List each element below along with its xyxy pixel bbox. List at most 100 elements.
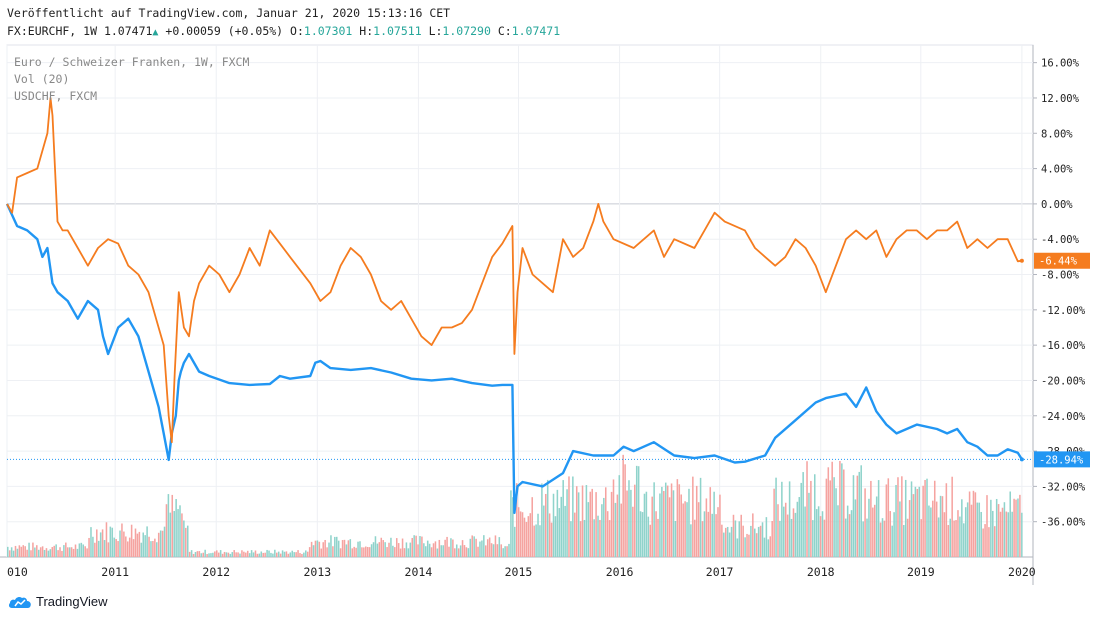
volume-bar — [641, 512, 644, 557]
volume-bar — [777, 504, 779, 557]
volume-bar — [328, 542, 330, 557]
eurchf-line[interactable] — [5, 203, 1023, 515]
volume-bar — [366, 546, 369, 557]
y-tick-label: -20.00% — [1041, 375, 1086, 387]
volume-bar — [517, 507, 520, 557]
volume-bar — [914, 486, 917, 557]
volume-bar — [744, 537, 746, 557]
volume-bar — [988, 527, 990, 557]
volume-bar — [829, 480, 832, 557]
volume-bar — [877, 480, 880, 557]
volume-bar — [711, 513, 713, 557]
volume-bar — [661, 486, 663, 557]
series-lines[interactable] — [5, 97, 1033, 515]
volume-bar — [703, 511, 706, 557]
volume-bar — [386, 547, 388, 557]
x-axis[interactable]: 010 2011 2012 2013 2014 2015 2016 2017 2018 2019 2… — [7, 565, 1036, 579]
legend-volume[interactable]: Vol (20) — [14, 72, 69, 86]
volume-bar — [732, 514, 735, 557]
volume-bar — [676, 479, 679, 557]
volume-bar — [157, 532, 160, 557]
volume-bar — [378, 542, 381, 557]
volume-bar — [591, 488, 593, 557]
volume-bar — [235, 552, 237, 557]
volume-bar — [759, 525, 762, 557]
tradingview-logo[interactable]: TradingView — [8, 594, 108, 609]
volume-bar — [337, 540, 340, 557]
volume-bar — [1013, 498, 1015, 557]
volume-bar — [326, 547, 328, 557]
volume-bar — [926, 478, 928, 557]
volume-bar — [643, 493, 646, 557]
volume-bar — [632, 506, 634, 557]
volume-bar — [8, 550, 11, 557]
volume-bar — [183, 520, 185, 557]
volume-bar — [194, 552, 197, 557]
legend-main[interactable]: Euro / Schweizer Franken, 1W, FXCM — [14, 55, 249, 69]
x-tick-label: 2016 — [606, 565, 634, 579]
volume-bar — [786, 514, 789, 557]
published-line: Veröffentlicht auf TradingView.com, Janu… — [7, 6, 450, 20]
volume-bar — [783, 506, 785, 557]
volume-bar — [463, 545, 466, 557]
volume-bar — [30, 550, 32, 557]
volume-bar — [1005, 511, 1008, 557]
volume-bar — [951, 476, 953, 557]
volume-bar — [82, 544, 85, 557]
volume-bar — [405, 542, 408, 557]
volume-bar — [728, 532, 731, 557]
volume-bar — [179, 505, 181, 557]
volume-bar — [997, 504, 1000, 557]
volume-bar — [72, 548, 75, 557]
x-tick-label: 2011 — [101, 565, 129, 579]
volume-bar — [922, 485, 924, 557]
price-chart[interactable]: 16.00% 12.00% 8.00% 4.00% 0.00% -4.00% -8.00% -… — [0, 0, 1100, 590]
volume-bar — [132, 539, 135, 557]
volume-bar — [318, 541, 321, 557]
volume-bar — [904, 479, 907, 557]
volume-bar — [18, 545, 21, 557]
volume-bar — [130, 524, 133, 557]
volume-bar — [813, 474, 816, 557]
volume-bar — [258, 553, 261, 557]
volume-bar — [575, 486, 578, 557]
volume-bar — [616, 494, 619, 557]
volume-bar — [167, 494, 170, 557]
volume-bar — [798, 497, 801, 557]
volume-bar — [635, 465, 638, 557]
volume-bar — [872, 507, 874, 557]
volume-bar — [239, 553, 241, 557]
volume-bar — [835, 488, 837, 557]
volume-bar — [163, 526, 166, 557]
volume-bar — [117, 541, 119, 557]
volume-bar — [49, 549, 52, 557]
volume-bars — [7, 454, 1023, 557]
volume-bar — [204, 549, 206, 557]
volume-bar — [92, 536, 94, 557]
volume-bar — [272, 553, 274, 557]
legend-compare[interactable]: USDCHF, FXCM — [14, 89, 97, 103]
volume-bar — [390, 537, 392, 557]
volume-bar — [185, 527, 187, 557]
volume-bar — [80, 542, 83, 557]
volume-bar — [992, 510, 994, 557]
y-axis[interactable]: 16.00% 12.00% 8.00% 4.00% 0.00% -4.00% -8.00% -… — [1033, 58, 1090, 529]
volume-bar — [254, 550, 257, 557]
volume-bar — [496, 544, 499, 557]
volume-bar — [779, 520, 781, 557]
volume-bar — [268, 550, 270, 557]
volume-bar — [585, 485, 588, 557]
y-tick-label: -32.00% — [1041, 481, 1086, 493]
volume-bar — [686, 502, 688, 557]
usdchf-line[interactable] — [6, 97, 1023, 444]
volume-bar — [407, 548, 410, 557]
volume-bar — [214, 551, 216, 557]
y-tick-label: 16.00% — [1041, 58, 1080, 70]
volume-bar — [140, 542, 143, 557]
symbol-label[interactable]: FX:EURCHF, 1W — [7, 24, 98, 38]
volume-bar — [107, 542, 110, 557]
volume-bar — [721, 524, 723, 557]
volume-bar — [587, 502, 590, 557]
volume-bar — [788, 481, 791, 557]
volume-bar — [864, 488, 866, 557]
